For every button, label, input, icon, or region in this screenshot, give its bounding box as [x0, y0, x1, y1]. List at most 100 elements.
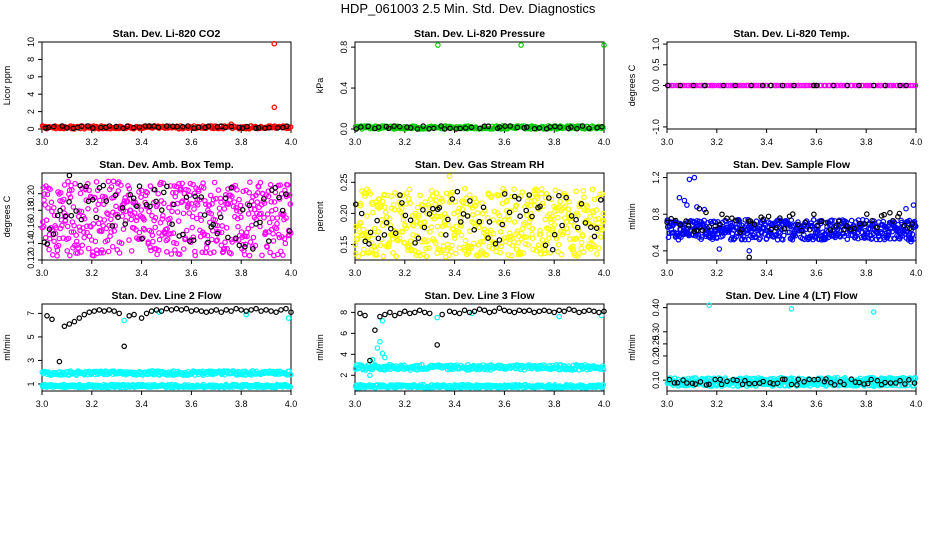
data-point	[352, 242, 359, 248]
data-point	[460, 211, 467, 217]
data-point	[136, 183, 143, 190]
data-point	[798, 227, 805, 234]
data-point	[718, 381, 725, 388]
data-point	[470, 212, 476, 218]
y-tick-label: -1.0	[651, 119, 661, 135]
data-point	[471, 308, 478, 315]
data-point	[105, 248, 112, 255]
data-point	[126, 186, 133, 192]
data-point	[594, 251, 600, 257]
data-point	[211, 179, 218, 186]
data-point	[511, 219, 518, 225]
chart-panel-3: Stan. Dev. Li-820 Temp. degrees C 3.0 3.2 3.…	[627, 28, 922, 147]
data-point	[131, 311, 137, 318]
data-point	[450, 226, 457, 233]
data-point	[831, 382, 838, 388]
data-point	[780, 232, 787, 239]
data-point	[600, 366, 607, 373]
data-point	[562, 203, 569, 209]
data-point	[779, 376, 786, 383]
data-point	[213, 238, 220, 244]
data-point	[578, 201, 585, 207]
data-point	[497, 229, 504, 235]
data-point	[267, 249, 273, 256]
data-point	[768, 226, 774, 233]
data-point	[492, 241, 499, 247]
data-point	[864, 380, 871, 387]
data-point	[114, 211, 120, 218]
data-point	[85, 123, 91, 129]
data-point	[912, 82, 919, 89]
y-axis-label: ml/min	[627, 203, 637, 230]
data-point	[353, 126, 360, 132]
data-point	[911, 380, 918, 386]
data-point	[118, 240, 125, 247]
data-point	[454, 188, 461, 195]
data-point	[795, 221, 801, 228]
data-point	[502, 123, 508, 129]
data-point	[591, 196, 598, 203]
data-point	[445, 216, 451, 223]
data-point	[420, 123, 427, 129]
data-point	[525, 242, 531, 248]
data-point	[530, 246, 537, 253]
data-point	[691, 174, 698, 181]
data-point	[268, 308, 274, 314]
data-point	[185, 123, 191, 129]
x-tick-label: 4.0	[910, 268, 923, 278]
data-point	[375, 235, 382, 242]
data-point	[202, 198, 208, 204]
data-point	[597, 197, 604, 203]
data-point	[507, 123, 514, 129]
data-point	[54, 247, 61, 254]
data-point	[759, 82, 766, 89]
data-point	[542, 242, 549, 249]
data-point	[155, 124, 162, 131]
data-point	[515, 196, 522, 202]
data-point	[428, 188, 435, 194]
data-point	[158, 179, 164, 186]
data-point	[712, 223, 719, 229]
data-point	[573, 188, 579, 195]
data-point	[751, 380, 758, 387]
data-point	[246, 189, 253, 196]
data-point	[105, 211, 111, 218]
data-point	[746, 254, 753, 261]
data-point	[869, 217, 875, 224]
data-point	[280, 211, 287, 217]
data-point	[897, 377, 903, 384]
data-point	[856, 82, 862, 89]
data-point	[811, 211, 817, 218]
data-point	[734, 377, 740, 384]
data-point	[245, 211, 252, 217]
data-point	[519, 189, 526, 195]
data-point	[448, 242, 455, 249]
data-point	[49, 316, 55, 323]
data-point	[248, 307, 255, 313]
data-point	[861, 381, 867, 387]
data-point	[82, 186, 89, 193]
data-point	[718, 82, 725, 89]
data-point	[474, 210, 481, 216]
data-point	[723, 218, 729, 225]
data-point	[794, 381, 800, 388]
data-point	[50, 123, 57, 130]
data-point	[173, 240, 180, 247]
y-tick-label: 2	[26, 109, 36, 114]
data-point	[720, 82, 727, 89]
data-point	[61, 182, 68, 188]
data-point	[77, 190, 84, 197]
data-point	[358, 124, 364, 130]
data-point	[130, 195, 137, 202]
data-point	[206, 202, 213, 208]
data-point	[270, 230, 276, 237]
data-point	[387, 225, 394, 232]
data-point	[449, 189, 456, 196]
data-point	[426, 310, 433, 317]
data-point	[218, 199, 224, 206]
data-point	[686, 176, 693, 183]
x-tick-label: 3.0	[36, 268, 49, 278]
data-point	[416, 307, 423, 314]
data-point	[66, 321, 73, 327]
data-point	[785, 82, 792, 89]
